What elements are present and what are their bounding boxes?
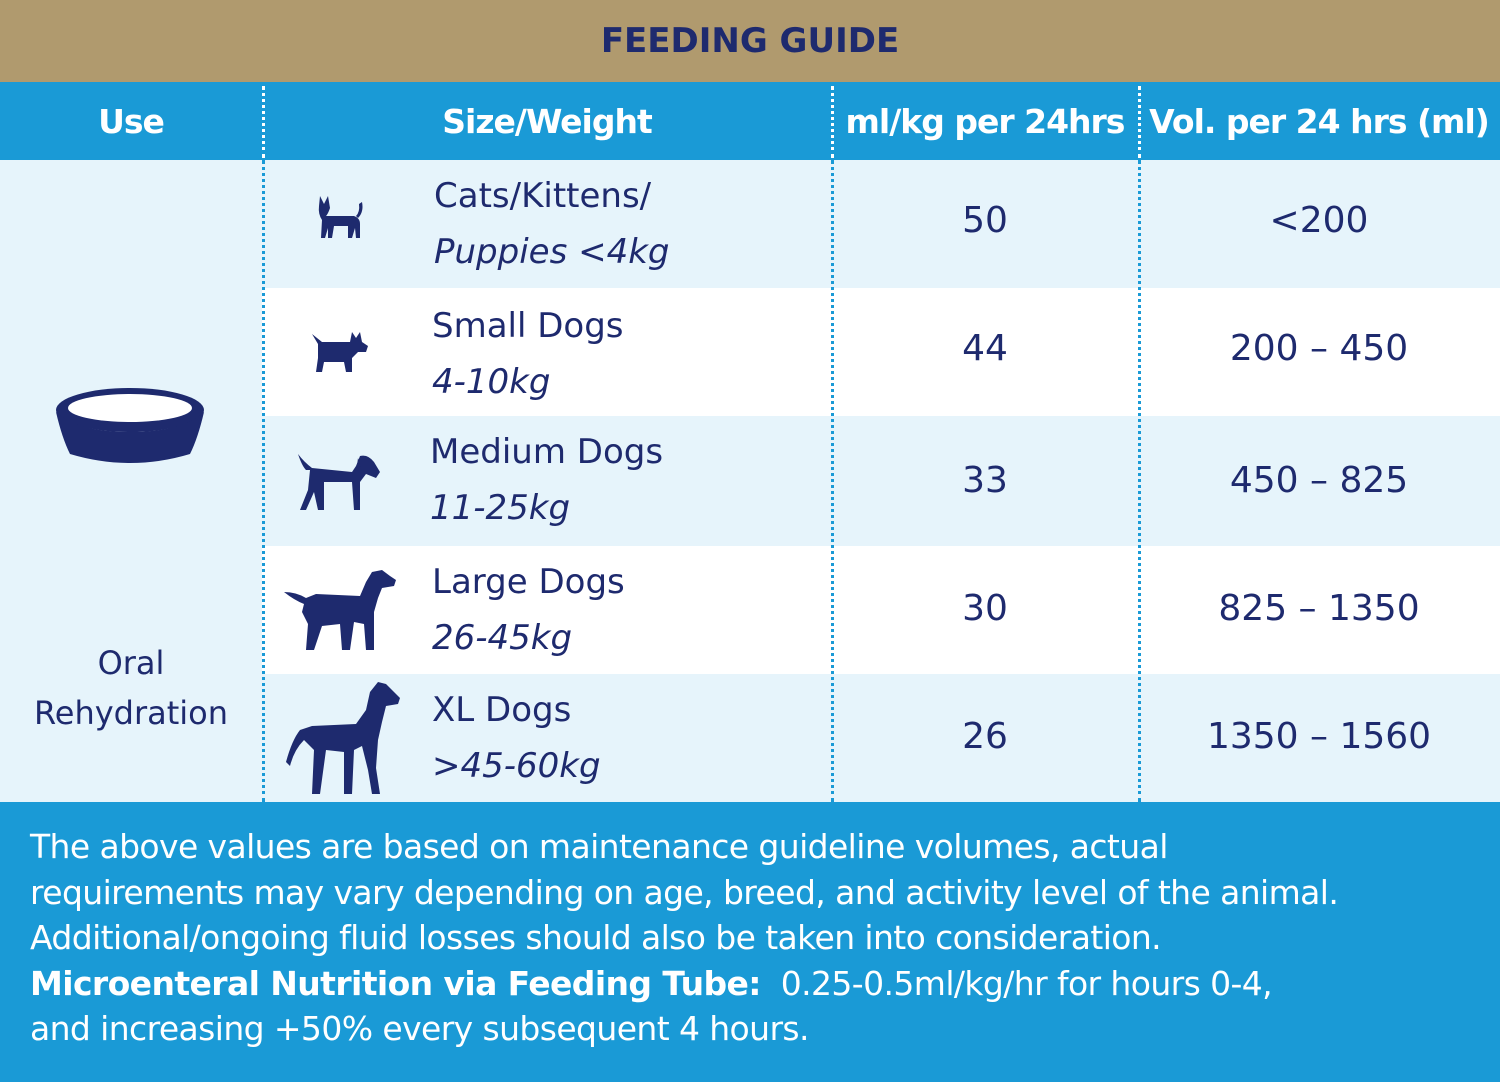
mlkg-value: 44 bbox=[962, 328, 1008, 369]
column-divider bbox=[1138, 86, 1141, 158]
use-label: Oral Rehydration bbox=[33, 644, 229, 732]
size-weight-label: XL Dogs >45-60kg bbox=[432, 690, 601, 786]
cat-icon bbox=[318, 196, 363, 238]
column-divider bbox=[831, 86, 834, 158]
small-dog-icon bbox=[312, 332, 368, 372]
size-weight-label: Medium Dogs 11-25kg bbox=[430, 432, 664, 528]
table-row: Small Dogs 4-10kg 44 200 – 450 bbox=[262, 288, 1500, 416]
title-band: FEEDING GUIDE bbox=[0, 0, 1500, 82]
table-row: Cats/Kittens/ Puppies <4kg 50 <200 bbox=[262, 160, 1500, 288]
volume-value: 1350 – 1560 bbox=[1206, 716, 1432, 757]
column-divider bbox=[262, 160, 265, 802]
mlkg-value: 50 bbox=[962, 200, 1008, 241]
mlkg-value: 30 bbox=[962, 588, 1008, 629]
column-divider bbox=[1138, 160, 1141, 802]
header-use: Use bbox=[98, 101, 165, 141]
column-divider bbox=[262, 86, 265, 158]
medium-dog-icon bbox=[298, 454, 380, 510]
header-mlkg: ml/kg per 24hrs bbox=[845, 101, 1126, 141]
feeding-tube-label: Microenteral Nutrition via Feeding Tube: bbox=[30, 963, 762, 1003]
table-header: Use Size/Weight ml/kg per 24hrs Vol. per… bbox=[0, 82, 1500, 160]
bowl-icon bbox=[56, 388, 204, 463]
header-vol: Vol. per 24 hrs (ml) bbox=[1149, 101, 1490, 141]
large-dog-icon bbox=[284, 570, 396, 650]
column-divider bbox=[831, 160, 834, 802]
volume-value: 825 – 1350 bbox=[1218, 588, 1420, 629]
volume-value: 200 – 450 bbox=[1229, 328, 1409, 369]
size-weight-label: Small Dogs 4-10kg bbox=[432, 306, 624, 402]
use-cell: Oral Rehydration bbox=[0, 160, 262, 802]
size-weight-label: Large Dogs 26-45kg bbox=[432, 562, 625, 658]
volume-value: 450 – 825 bbox=[1229, 460, 1409, 501]
xl-dog-icon bbox=[286, 682, 400, 794]
page-title: FEEDING GUIDE bbox=[600, 21, 900, 61]
table-row: Large Dogs 26-45kg 30 825 – 1350 bbox=[262, 546, 1500, 674]
footer-text: The above values are based on maintenanc… bbox=[30, 827, 1339, 1048]
size-weight-label: Cats/Kittens/ Puppies <4kg bbox=[434, 176, 670, 272]
header-size: Size/Weight bbox=[442, 101, 653, 141]
table-row: XL Dogs >45-60kg 26 1350 – 1560 bbox=[262, 674, 1500, 802]
mlkg-value: 33 bbox=[962, 460, 1008, 501]
volume-value: <200 bbox=[1269, 200, 1369, 241]
mlkg-value: 26 bbox=[962, 716, 1008, 757]
footer-note: The above values are based on maintenanc… bbox=[0, 802, 1500, 1082]
table-row: Medium Dogs 11-25kg 33 450 – 825 bbox=[262, 416, 1500, 546]
